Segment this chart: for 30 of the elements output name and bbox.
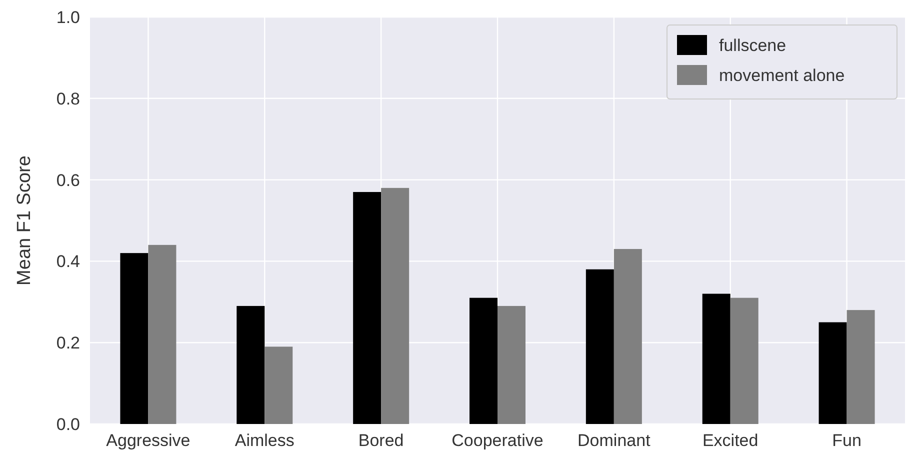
bar [702, 294, 730, 424]
bar [264, 346, 293, 424]
y-tick-label: 0.6 [56, 170, 80, 190]
legend-label: fullscene [719, 36, 786, 55]
x-tick-label: Aggressive [106, 431, 190, 450]
bar [381, 188, 410, 424]
legend-label: movement alone [719, 66, 845, 85]
bar [120, 253, 148, 424]
bar [236, 306, 265, 424]
x-tick-label: Dominant [578, 431, 651, 450]
x-tick-label: Cooperative [452, 431, 544, 450]
bar [818, 322, 847, 424]
bar [498, 306, 526, 424]
x-tick-label: Bored [358, 431, 404, 450]
bar [353, 192, 382, 424]
y-tick-label: 0.0 [56, 414, 80, 434]
bar [470, 298, 498, 424]
bar [730, 298, 758, 424]
bar [614, 248, 642, 424]
bar [148, 244, 176, 424]
y-tick-label: 0.2 [56, 334, 80, 353]
x-tick-label: Fun [832, 431, 862, 450]
y-tick-label: 1.0 [56, 8, 80, 27]
bar [846, 310, 875, 424]
x-tick-label: Excited [702, 431, 758, 450]
x-tick-label: Aimless [234, 431, 294, 450]
y-axis-title: Mean F1 Score [14, 156, 35, 286]
y-tick-label: 0.8 [56, 89, 80, 108]
bar [586, 269, 614, 424]
y-tick-label: 0.4 [56, 252, 80, 272]
